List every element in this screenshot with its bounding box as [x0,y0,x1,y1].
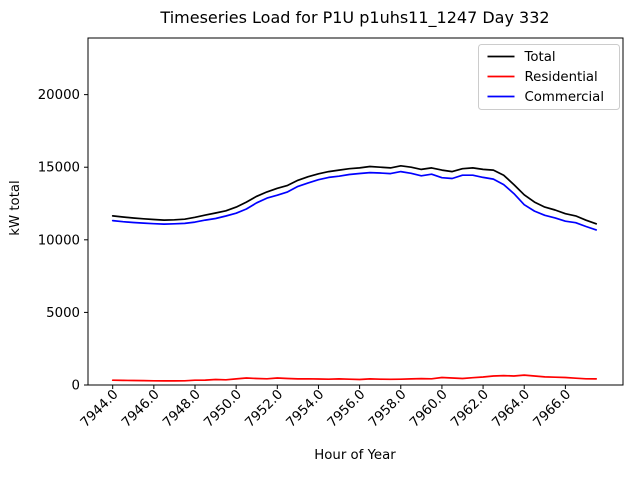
legend-box [478,44,620,110]
legend-item-total: Total [487,50,556,65]
y-tick-label: 20000 [38,88,80,103]
x-tick-label: 7962.0 [448,387,492,431]
x-tick-label: 7950.0 [201,387,245,431]
y-tick-label: 5000 [46,306,80,321]
legend-label: Total [524,50,556,65]
legend: Total Residential Commercial [478,44,620,110]
x-tick-label: 7964.0 [490,387,534,431]
x-tick-label: 7958.0 [366,387,410,431]
series-line-commercial [111,170,598,231]
x-tick-label: 7948.0 [160,387,204,431]
chart-title: Timeseries Load for P1U p1uhs11_1247 Day… [159,8,549,28]
axes-frame [87,37,624,386]
x-tick-label: 7946.0 [119,387,163,431]
legend-item-commercial: Commercial [487,90,605,105]
plot-area: 7944.07946.07948.07950.07952.07954.07956… [38,37,624,431]
x-axis-ticks: 7944.07946.07948.07950.07952.07954.07956… [78,385,574,431]
y-axis-ticks: 0 5000 10000 15000 20000 [38,88,88,394]
y-tick-label: 0 [72,379,80,394]
y-axis-label: kW total [8,180,23,235]
x-axis-label: Hour of Year [314,448,396,463]
x-tick-label: 7960.0 [407,387,451,431]
series-line-total [111,164,598,225]
x-tick-label: 7966.0 [531,387,575,431]
x-tick-label: 7944.0 [78,387,122,431]
legend-label: Commercial [525,90,605,105]
legend-item-residential: Residential [487,70,598,85]
x-tick-label: 7952.0 [243,387,287,431]
x-tick-label: 7956.0 [325,387,369,431]
series-line-residential [111,374,598,382]
y-tick-label: 15000 [38,161,80,176]
legend-label: Residential [525,70,598,85]
y-tick-label: 10000 [38,233,80,248]
x-tick-label: 7954.0 [284,387,328,431]
